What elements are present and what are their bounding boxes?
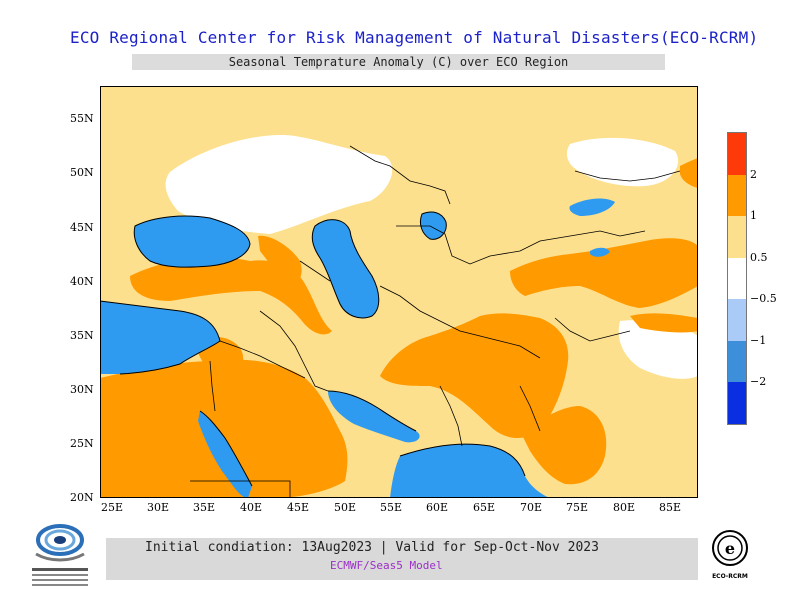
warm-region-pakistan-india	[520, 406, 607, 485]
anomaly-map	[100, 86, 698, 498]
legend-segment-below-neg-2	[728, 382, 746, 424]
legend-label-neg-1: −1	[750, 334, 767, 347]
legend-segment-0-5-to-1	[728, 216, 746, 258]
eco-rcrm-logo-text: ECO-RCRM	[712, 573, 748, 580]
lon-tick-60e: 60E	[426, 501, 449, 514]
legend-label-1: 1	[750, 209, 757, 222]
arabian-sea	[390, 444, 550, 498]
mediterranean-sea	[100, 301, 220, 374]
warm-region-arabia	[100, 359, 348, 498]
lon-tick-85e: 85E	[659, 501, 682, 514]
warm-region-caucasus	[258, 235, 302, 285]
neutral-region-tibet	[618, 320, 698, 379]
lat-tick-50n: 50N	[70, 166, 94, 179]
legend-segment-neg-1-to-neg-2	[728, 341, 746, 382]
legend-label-0-5: 0.5	[750, 251, 768, 264]
aral-sea	[420, 212, 447, 240]
footer-panel	[106, 538, 698, 580]
country-borders	[190, 145, 681, 498]
coastlines	[100, 211, 526, 487]
map-subtitle: Seasonal Temprature Anomaly (C) over ECO…	[132, 54, 665, 70]
neutral-region-north-china	[566, 137, 679, 187]
lon-tick-35e: 35E	[193, 501, 216, 514]
lon-tick-40e: 40E	[240, 501, 263, 514]
lat-tick-20n: 20N	[70, 491, 94, 504]
lon-tick-50e: 50E	[334, 501, 357, 514]
lon-tick-45e: 45E	[287, 501, 310, 514]
institute-logo	[32, 524, 88, 586]
eco-rcrm-logo: e ECO-RCRM	[712, 530, 748, 580]
lon-tick-70e: 70E	[520, 501, 543, 514]
lake-balkhash	[569, 198, 615, 216]
legend-segment-neutral	[728, 258, 746, 299]
black-sea	[134, 216, 250, 268]
legend-label-2: 2	[750, 168, 757, 181]
lat-tick-45n: 45N	[70, 221, 94, 234]
model-name: ECMWF/Seas5 Model	[330, 559, 443, 572]
lon-tick-65e: 65E	[473, 501, 496, 514]
lat-tick-40n: 40N	[70, 275, 94, 288]
svg-text:e: e	[725, 539, 735, 558]
color-legend	[727, 132, 747, 425]
lat-tick-30n: 30N	[70, 383, 94, 396]
warm-region-central-asia	[510, 238, 698, 308]
warm-region-east-china	[630, 313, 698, 333]
lon-tick-30e: 30E	[147, 501, 170, 514]
legend-segment-1-to-2	[728, 175, 746, 216]
lon-tick-80e: 80E	[613, 501, 636, 514]
legend-label-neg-0-5: −0.5	[750, 292, 777, 305]
validity-info: Initial condiation: 13Aug2023 | Valid fo…	[145, 540, 599, 555]
map-frame	[100, 86, 698, 498]
lon-tick-55e: 55E	[380, 501, 403, 514]
lon-tick-25e: 25E	[101, 501, 124, 514]
legend-segment-neg-0-5-to-neg-1	[728, 299, 746, 341]
neutral-region-russia	[165, 135, 393, 234]
persian-gulf	[328, 391, 420, 443]
lake-issyk-kul	[590, 247, 610, 257]
lon-tick-75e: 75E	[566, 501, 589, 514]
red-sea	[198, 411, 252, 498]
legend-label-neg-2: −2	[750, 375, 767, 388]
caspian-sea	[312, 219, 379, 318]
lat-tick-25n: 25N	[70, 437, 94, 450]
warm-region-iran-afghanistan	[380, 313, 569, 438]
lat-tick-35n: 35N	[70, 329, 94, 342]
warm-region-northeast	[680, 158, 698, 188]
lat-tick-55n: 55N	[70, 112, 94, 125]
page-title: ECO Regional Center for Risk Management …	[70, 28, 759, 47]
legend-segment-above-2	[728, 133, 746, 175]
